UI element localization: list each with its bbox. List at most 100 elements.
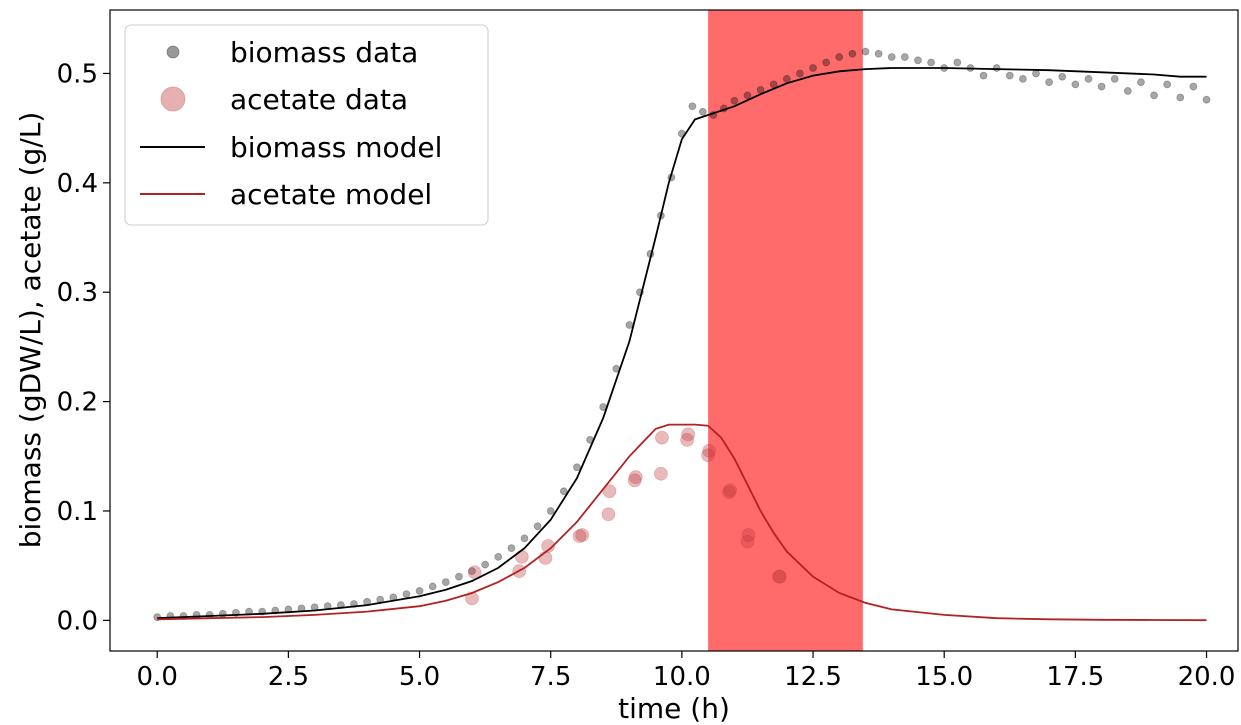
- biomass-data-point: [861, 47, 870, 56]
- y-axis-label: biomass (gDW/L), acetate (g/L): [14, 112, 47, 549]
- acetate-data-point: [740, 534, 755, 549]
- acetate-data-point: [680, 432, 695, 447]
- biomass-data-point: [1110, 75, 1119, 83]
- biomass-data-point: [625, 321, 634, 329]
- acetate-data-point: [514, 550, 529, 564]
- legend-marker-acetate-data: [160, 86, 186, 112]
- biomass-data-point: [782, 75, 791, 83]
- acetate-data-point: [572, 529, 587, 544]
- acetate-data-point: [627, 473, 642, 488]
- biomass-data-point: [507, 544, 516, 553]
- acetate-data-point: [538, 551, 553, 565]
- biomass-data-point: [1176, 93, 1185, 102]
- legend-label-biomass-model: biomass model: [230, 131, 442, 164]
- biomass-data-point: [481, 560, 490, 569]
- biomass-model-line: [157, 67, 1207, 620]
- legend: biomass data acetate data biomass model ace…: [124, 24, 489, 226]
- plot-marks: [153, 47, 1211, 622]
- biomass-data-point: [809, 64, 817, 72]
- x-tick-label: 10.0: [653, 662, 711, 692]
- biomass-data-point: [546, 507, 555, 515]
- biomass-data-point: [743, 91, 752, 100]
- x-tick-label: 5.0: [399, 662, 440, 692]
- biomass-data-point: [1045, 78, 1054, 87]
- biomass-data-point: [874, 49, 883, 58]
- acetate-data-point: [601, 507, 616, 522]
- legend-label-acetate-data: acetate data: [230, 83, 408, 116]
- biomass-data-point: [573, 463, 581, 472]
- acetate-data-point: [628, 470, 643, 484]
- acetate-data-point: [465, 591, 479, 606]
- biomass-data-point: [835, 53, 844, 61]
- y-tick-label: 0.0: [57, 606, 98, 636]
- biomass-data-point: [698, 107, 707, 116]
- biomass-data-point: [900, 53, 909, 61]
- biomass-data-point: [441, 578, 450, 586]
- x-tick-label: 20.0: [1178, 662, 1236, 692]
- acetate-model-line: [157, 423, 1207, 622]
- x-tick-label: 2.5: [268, 662, 309, 692]
- y-tick-label: 0.3: [57, 278, 98, 308]
- biomass-data-point: [415, 586, 424, 595]
- biomass-data-point: [822, 58, 831, 67]
- biomass-data-point: [1058, 72, 1067, 81]
- biomass-data-point: [953, 58, 962, 67]
- biomass-data-series: [153, 47, 1211, 621]
- acetate-data-point: [723, 483, 738, 498]
- biomass-data-point: [402, 590, 411, 599]
- legend-label-biomass-data: biomass data: [230, 36, 418, 69]
- x-tick-label: 0.0: [137, 662, 178, 692]
- shaded-region: [708, 10, 863, 651]
- biomass-data-point: [1071, 80, 1080, 89]
- axes: 0.0 2.5 5.0 7.5 10.0 12.5 15.0 17.5 20.0 0.0 0.1 0.…: [57, 59, 1236, 692]
- acetate-data-point: [602, 484, 617, 499]
- acetate-data-series: [465, 427, 787, 606]
- acetate-data-point: [772, 569, 786, 584]
- biomass-data-point: [428, 582, 437, 591]
- biomass-data-point: [927, 58, 935, 67]
- biomass-data-point: [1123, 87, 1132, 95]
- acetate-data-point: [541, 539, 555, 553]
- acetate-data-point: [773, 569, 787, 584]
- biomass-data-point: [454, 572, 463, 581]
- biomass-data-point: [1005, 71, 1014, 80]
- biomass-data-point: [1150, 91, 1158, 100]
- biomass-data-point: [468, 567, 476, 576]
- biomass-data-point: [533, 522, 542, 531]
- biomass-data-point: [559, 487, 568, 496]
- biomass-data-point: [1137, 78, 1145, 87]
- biomass-data-point: [1084, 75, 1093, 83]
- biomass-data-point: [992, 64, 1001, 72]
- x-tick-label: 12.5: [784, 662, 842, 692]
- legend-label-acetate-model: acetate model: [230, 178, 432, 211]
- biomass-data-point: [1189, 82, 1198, 91]
- legend-marker-biomass-data: [166, 45, 180, 59]
- biomass-data-point: [914, 56, 922, 65]
- acetate-data-point: [655, 430, 669, 445]
- acetate-data-point: [702, 443, 717, 458]
- biomass-data-point: [848, 49, 857, 58]
- biomass-data-point: [1018, 75, 1027, 83]
- x-tick-label: 17.5: [1046, 662, 1104, 692]
- x-axis-label: time (h): [618, 692, 730, 725]
- shaded-region-layer: [708, 10, 863, 651]
- acetate-data-point: [741, 528, 756, 542]
- biomass-data-point: [1202, 95, 1211, 104]
- acetate-data-point: [722, 485, 736, 500]
- acetate-data-point: [575, 528, 590, 542]
- legend-box: [124, 24, 489, 226]
- biomass-data-point: [1163, 80, 1172, 89]
- y-tick-label: 0.2: [57, 388, 98, 418]
- plot-frame: [109, 9, 1239, 652]
- biomass-data-point: [887, 53, 896, 61]
- y-tick-label: 0.4: [57, 169, 98, 199]
- acetate-data-point: [653, 466, 668, 481]
- biomass-data-point: [520, 534, 529, 543]
- biomass-data-point: [1097, 82, 1106, 91]
- x-tick-label: 15.0: [915, 662, 973, 692]
- y-tick-label: 0.5: [57, 59, 98, 89]
- biomass-data-point: [494, 553, 503, 561]
- x-tick-label: 7.5: [530, 662, 571, 692]
- biomass-data-point: [979, 71, 988, 80]
